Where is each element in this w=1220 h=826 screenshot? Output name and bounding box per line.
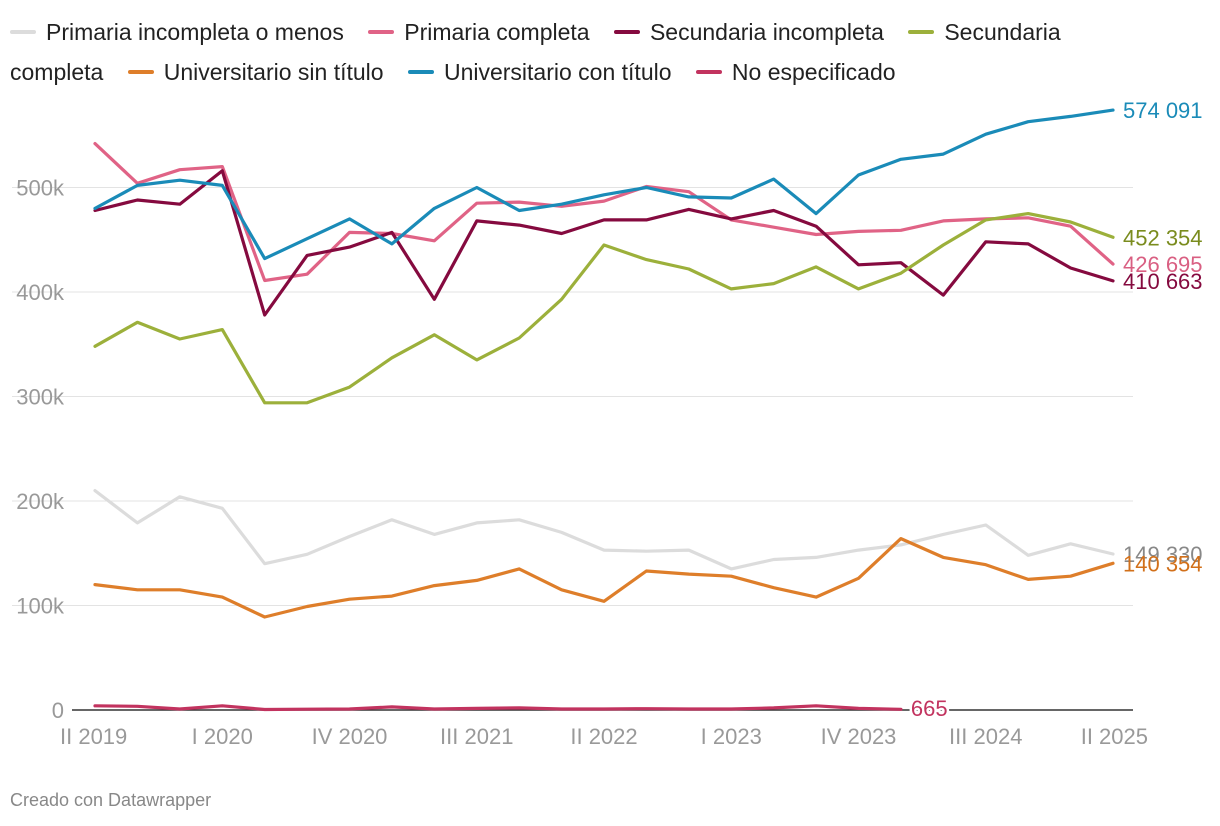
y-tick-label: 300k bbox=[16, 385, 65, 410]
legend-swatch bbox=[695, 69, 722, 74]
legend-swatch bbox=[908, 29, 935, 34]
x-tick-label: III 2024 bbox=[949, 724, 1022, 749]
series-line bbox=[93, 537, 1115, 619]
x-tick-label: IV 2020 bbox=[312, 724, 388, 749]
x-tick-label: IV 2023 bbox=[821, 724, 897, 749]
series-line bbox=[93, 704, 903, 712]
legend-label: Primaria incompleta o menos bbox=[46, 19, 344, 45]
chart-legend: Primaria incompleta o menos Primaria com… bbox=[10, 12, 1160, 92]
credit-text: Creado con Datawrapper bbox=[10, 790, 212, 810]
end-value-label: 140 354 bbox=[1123, 551, 1203, 576]
legend-label: Secundaria completa bbox=[10, 19, 1061, 85]
legend-item: No especificado bbox=[695, 59, 896, 85]
legend-item: Universitario sin título bbox=[127, 59, 384, 85]
legend-item: Primaria completa bbox=[368, 19, 590, 45]
end-value-label: 574 091 bbox=[1123, 98, 1203, 123]
end-value-label: 665 bbox=[911, 696, 948, 721]
series-line bbox=[93, 169, 1115, 317]
x-tick-label: I 2020 bbox=[192, 724, 253, 749]
legend-item: Secundaria incompleta bbox=[613, 19, 884, 45]
y-tick-label: 200k bbox=[16, 489, 65, 514]
x-tick-label: I 2023 bbox=[701, 724, 762, 749]
legend-item: Secundaria completa bbox=[10, 19, 1061, 85]
legend-label: Secundaria incompleta bbox=[649, 19, 884, 45]
series-line bbox=[93, 489, 1115, 571]
legend-label: No especificado bbox=[731, 59, 896, 85]
legend-item: Universitario con título bbox=[407, 59, 672, 85]
legend-item: Primaria incompleta o menos bbox=[10, 19, 344, 45]
y-tick-label: 500k bbox=[16, 176, 65, 201]
legend-label: Primaria completa bbox=[404, 19, 590, 45]
end-value-label: 426 695 bbox=[1123, 252, 1203, 277]
end-value-label: 452 354 bbox=[1123, 225, 1203, 250]
x-tick-label: II 2025 bbox=[1081, 724, 1148, 749]
x-tick-label: II 2019 bbox=[60, 724, 127, 749]
x-tick-label: III 2021 bbox=[440, 724, 513, 749]
end-value-label: 149 330 bbox=[1123, 542, 1203, 567]
legend-label: Universitario con título bbox=[443, 59, 672, 85]
x-tick-label: II 2022 bbox=[570, 724, 637, 749]
end-value-label: 410 663 bbox=[1123, 269, 1203, 294]
y-tick-label: 400k bbox=[16, 280, 65, 305]
legend-swatch bbox=[10, 29, 36, 34]
legend-label: Universitario sin título bbox=[163, 59, 384, 85]
legend-swatch bbox=[127, 69, 154, 74]
y-tick-label: 100k bbox=[16, 594, 65, 619]
legend-swatch bbox=[613, 29, 640, 34]
series-line bbox=[93, 142, 1115, 283]
y-tick-label: 0 bbox=[52, 698, 64, 723]
series-line bbox=[93, 212, 1115, 405]
legend-swatch bbox=[368, 29, 395, 34]
legend-swatch bbox=[407, 69, 434, 74]
series-line bbox=[93, 108, 1115, 261]
